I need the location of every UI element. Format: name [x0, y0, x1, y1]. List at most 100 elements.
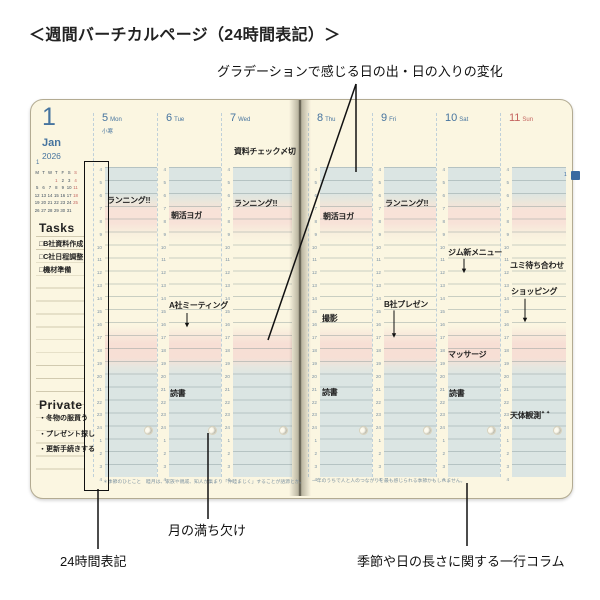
season-note-right: 一年のうちで人と人のつながりを最も感じられる季節かもしれません。	[312, 479, 466, 484]
hour-label: 8	[227, 218, 230, 224]
hour-label: 23	[311, 412, 317, 418]
hour-label: 2	[227, 451, 230, 457]
hour-label: 24	[96, 425, 102, 431]
hour-label: 8	[314, 218, 317, 224]
hour-label: 13	[311, 283, 317, 289]
hour-label: 20	[96, 373, 102, 379]
mini-calendar-day: 13	[41, 192, 46, 198]
hour-label: 7	[314, 205, 317, 211]
annotation-moon-phase: 月の満ち欠け	[168, 523, 247, 538]
mini-calendar-day: 26	[34, 207, 40, 213]
hour-label: 3	[378, 464, 381, 470]
hour-gutter: 4 5 6 7 8 9 10 11 12 13 14 15 16 17 18 19 20 21 22 23 24 1 2 3 4	[93, 167, 103, 481]
hour-label: 23	[96, 412, 102, 418]
hour-label: 3	[99, 464, 102, 470]
moon-phase-icon	[553, 426, 562, 436]
time-column-highlight-box	[84, 161, 109, 491]
day-number: 11	[509, 112, 521, 124]
mini-calendar-day: 18	[73, 192, 78, 198]
index-tab-number: 1	[564, 172, 567, 178]
day-header: 11 Sun	[509, 108, 533, 126]
hour-label: 6	[99, 192, 102, 198]
hour-label: 11	[440, 257, 445, 263]
hour-label: 11	[161, 257, 166, 263]
hour-label: 6	[378, 192, 381, 198]
moon-phase-icon	[144, 426, 153, 436]
hour-label: 18	[375, 347, 381, 353]
hour-label: 20	[311, 373, 317, 379]
year-label: 2026	[42, 151, 61, 161]
season-note-left: ＊季節のひとこと 睦月は、家族や親戚、知人が集まり「仲睦まじく」することが語源と…	[103, 480, 305, 485]
day-grid	[384, 167, 436, 477]
schedule-entry: ランニング!!	[385, 199, 429, 208]
hour-label: 12	[96, 270, 102, 276]
column-separator	[93, 113, 94, 477]
hour-label: 5	[163, 179, 166, 185]
hour-label: 16	[439, 322, 445, 327]
day-weekday: Sat	[459, 117, 469, 123]
page-title: ＜週間バーチカルページ（24時間表記）＞	[29, 27, 341, 44]
hour-label: 10	[160, 244, 166, 250]
hour-label: 12	[160, 270, 166, 276]
hour-label: 10	[311, 244, 317, 250]
mini-calendar-day: 3	[67, 177, 71, 183]
hour-label: 17	[311, 334, 317, 340]
day-header: 5 Mon 小寒	[102, 108, 122, 135]
hour-label: 7	[442, 205, 445, 211]
mini-calendar-day: 23	[60, 200, 66, 205]
schedule-entry: A社ミーティング	[169, 301, 228, 311]
schedule-entry: B社プレゼン	[384, 299, 428, 309]
mini-calendar-weekday: F	[61, 170, 65, 175]
hour-label: 4	[314, 167, 317, 172]
mini-calendar-day: 21	[47, 200, 53, 205]
day-grid	[448, 167, 500, 477]
hour-label: 6	[314, 192, 317, 198]
mini-calendar-day: 29	[53, 207, 59, 213]
mini-calendar-weekday: M	[35, 170, 39, 175]
hour-label: 10	[439, 244, 445, 250]
annotation-season-column: 季節や日の長さに関する一行コラム	[357, 554, 565, 569]
hour-label: 7	[227, 205, 230, 211]
hour-label: 4	[378, 167, 381, 172]
hour-label: 20	[160, 373, 166, 379]
hour-label: 14	[311, 296, 317, 302]
day-number: 7	[230, 112, 237, 124]
mini-calendar: M T W T F S S 1 2 3 4 5 6 7 8 9 10 11 12 13 14 15 16 17 18 19 20 21…	[34, 169, 79, 214]
schedule-entry: 読書	[322, 387, 338, 397]
hour-label: 4	[506, 477, 509, 482]
hour-label: 1	[99, 438, 102, 444]
hour-label: 19	[439, 360, 445, 366]
hour-label: 2	[99, 451, 102, 457]
hour-label: 16	[96, 322, 102, 327]
hour-label: 4	[314, 477, 317, 482]
hour-label: 15	[503, 309, 509, 315]
mini-calendar-day: 9	[61, 185, 64, 190]
hour-label: 5	[314, 179, 317, 185]
mini-calendar-day: 1	[55, 177, 58, 183]
hour-label: 2	[378, 451, 381, 457]
hour-label: 6	[506, 192, 509, 198]
hour-label: 4	[442, 477, 445, 482]
column-separator	[436, 113, 437, 477]
hour-label: 14	[503, 296, 509, 302]
schedule-entry: 天体観測✦✦	[510, 409, 552, 420]
hour-label: 21	[311, 386, 317, 392]
schedule-entry: 読書	[170, 388, 186, 398]
hour-label: 14	[224, 296, 230, 302]
hour-label: 1	[378, 438, 381, 444]
hour-label: 9	[442, 231, 445, 237]
hour-label: 20	[439, 373, 445, 379]
mini-calendar-day: 28	[47, 207, 53, 213]
hour-label: 2	[506, 451, 509, 457]
day-solar-term: 小寒	[102, 129, 114, 135]
hour-label: 8	[506, 218, 509, 224]
hour-label: 23	[503, 412, 509, 418]
day-weekday: Fri	[389, 117, 397, 123]
hour-label: 11	[97, 257, 102, 263]
hour-label: 17	[375, 334, 381, 340]
hour-label: 18	[439, 347, 445, 353]
hour-gutter: 4 5 6 7 8 9 10 11 12 13 14 15 16 17 18 19 20 21 22 23 24 1 2 3 4	[308, 167, 318, 481]
hour-label: 24	[439, 425, 445, 431]
hour-label: 11	[504, 257, 509, 263]
hour-label: 11	[376, 257, 381, 263]
